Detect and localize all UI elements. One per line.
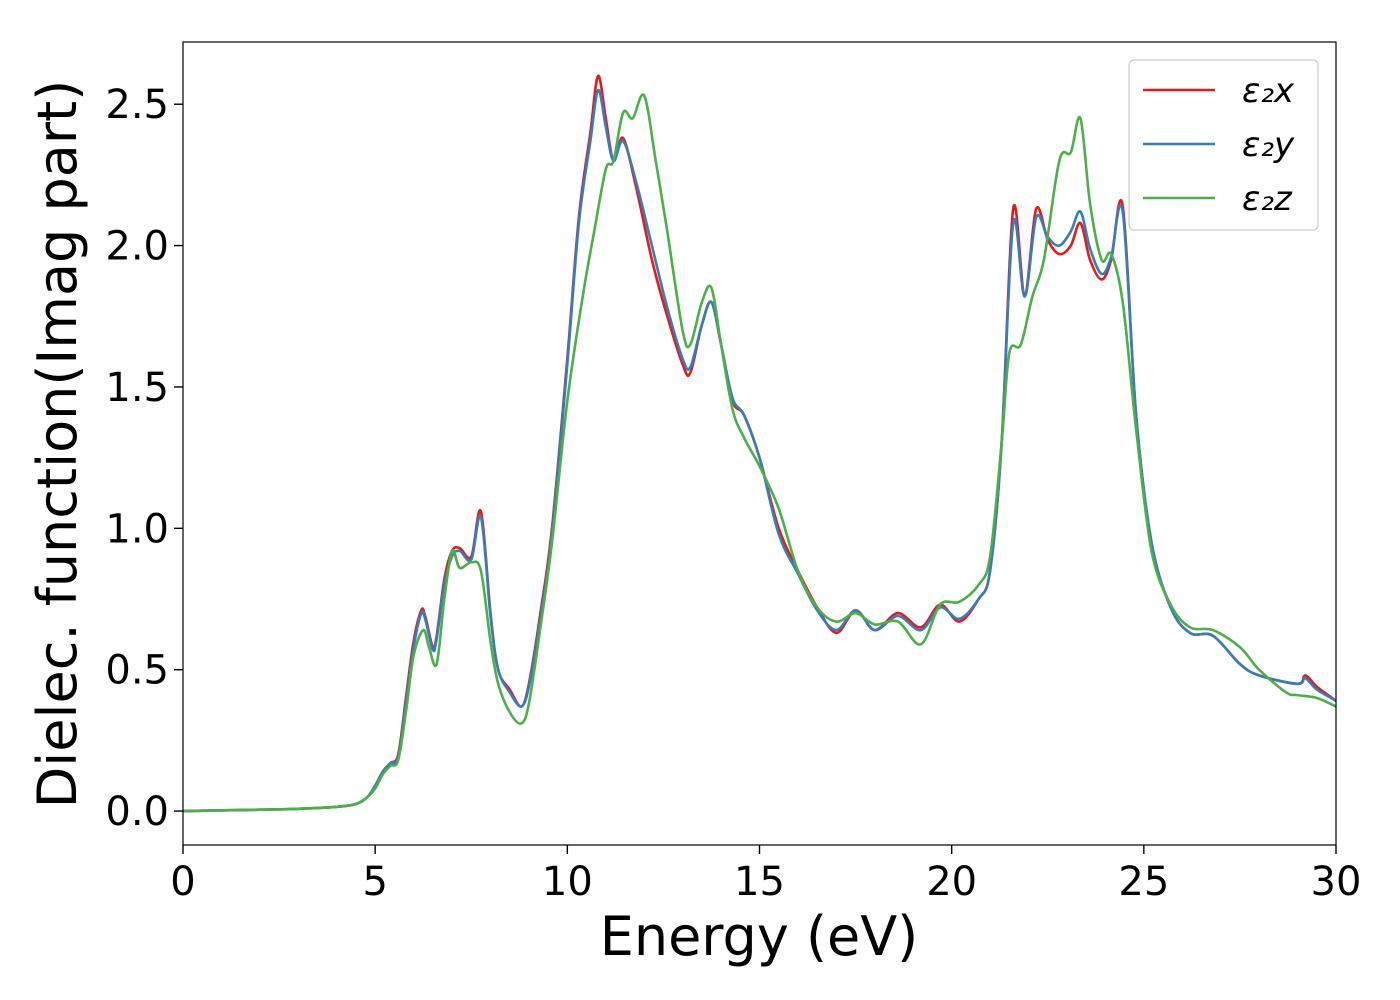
x-tick-label: 15: [734, 859, 785, 905]
legend-label: ε₂x: [1242, 71, 1295, 111]
y-tick-label: 2.5: [105, 82, 169, 128]
y-tick-label: 0.5: [105, 648, 169, 694]
y-axis-title: Dielec. function(Imag part): [26, 80, 89, 809]
x-tick-label: 5: [362, 859, 387, 905]
x-axis-title: Energy (eV): [600, 905, 919, 968]
legend-label: ε₂y: [1242, 125, 1295, 165]
x-tick-label: 0: [170, 859, 195, 905]
x-tick-label: 10: [542, 859, 593, 905]
x-tick-label: 25: [1118, 859, 1169, 905]
x-axis: 0 5 10 15 20 25 30: [170, 845, 1361, 905]
series-layer: [182, 74, 1337, 813]
y-tick-label: 1.5: [105, 365, 169, 411]
x-tick-label: 30: [1311, 859, 1362, 905]
legend: ε₂x ε₂y ε₂z: [1128, 59, 1319, 231]
legend-box: [1128, 59, 1319, 231]
y-tick-label: 1.0: [105, 506, 169, 552]
x-tick-label: 20: [926, 859, 977, 905]
legend-label: ε₂z: [1242, 179, 1293, 219]
series-line-3: [182, 93, 1337, 813]
y-tick-label: 0.0: [105, 789, 169, 835]
series-line-2: [182, 88, 1337, 813]
y-tick-label: 2.0: [105, 224, 169, 270]
y-axis: 0.0 0.5 1.0 1.5 2.0 2.5: [105, 82, 183, 835]
